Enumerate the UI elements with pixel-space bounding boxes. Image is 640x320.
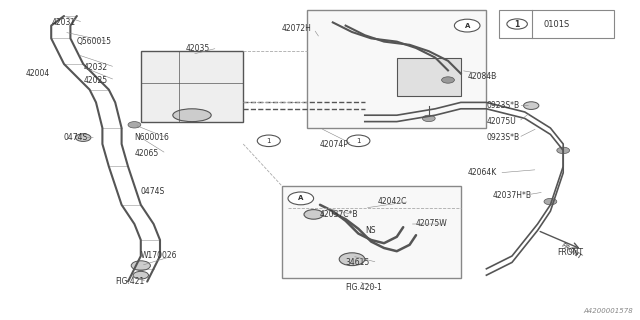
Circle shape [442, 77, 454, 83]
Text: W170026: W170026 [141, 252, 177, 260]
Circle shape [507, 19, 527, 29]
Text: 42032: 42032 [83, 63, 108, 72]
Bar [141, 51, 243, 122]
Text: 42025: 42025 [83, 76, 108, 84]
Text: 42074P: 42074P [320, 140, 349, 148]
Text: 42065: 42065 [134, 149, 159, 158]
Ellipse shape [173, 109, 211, 122]
Circle shape [76, 134, 91, 141]
Text: 42075W: 42075W [416, 220, 448, 228]
Text: FIG.421: FIG.421 [115, 277, 145, 286]
Circle shape [128, 122, 141, 128]
Text: A: A [298, 196, 303, 201]
Bar [282, 186, 461, 278]
Text: Q560015: Q560015 [77, 37, 112, 46]
Text: 0101S: 0101S [544, 20, 570, 28]
Bar [307, 10, 486, 128]
Text: 42004: 42004 [26, 69, 50, 78]
Text: A: A [465, 23, 470, 28]
Circle shape [422, 115, 435, 122]
Circle shape [288, 192, 314, 205]
Text: FIG.420-1: FIG.420-1 [346, 284, 383, 292]
Text: 0923S*B: 0923S*B [486, 101, 520, 110]
Circle shape [524, 102, 539, 109]
Text: 42037C*B: 42037C*B [320, 210, 358, 219]
Circle shape [133, 271, 148, 279]
Text: 42072H: 42072H [282, 24, 312, 33]
Text: NS: NS [365, 226, 375, 235]
Circle shape [454, 19, 480, 32]
Text: 42064K: 42064K [467, 168, 497, 177]
Text: 0923S*B: 0923S*B [486, 133, 520, 142]
Bar [499, 10, 614, 38]
Circle shape [304, 210, 323, 219]
Text: 0474S: 0474S [141, 188, 165, 196]
Bar [397, 58, 461, 96]
Text: 1: 1 [266, 138, 271, 144]
Circle shape [339, 253, 365, 266]
Text: 34615: 34615 [346, 258, 370, 267]
Circle shape [257, 135, 280, 147]
Text: FRONT: FRONT [560, 242, 583, 260]
Text: 42042C: 42042C [378, 197, 407, 206]
Text: 42035: 42035 [186, 44, 210, 52]
Circle shape [347, 135, 370, 147]
Text: 1: 1 [515, 20, 520, 28]
Text: 0474S: 0474S [64, 133, 88, 142]
Text: 42075U: 42075U [486, 117, 516, 126]
Text: N600016: N600016 [134, 133, 169, 142]
Text: 42031: 42031 [51, 18, 76, 27]
Circle shape [131, 261, 150, 270]
Circle shape [557, 147, 570, 154]
Text: FRONT: FRONT [557, 248, 583, 257]
Text: 1: 1 [356, 138, 361, 144]
Circle shape [544, 198, 557, 205]
Text: 42037H*B: 42037H*B [493, 191, 532, 200]
Text: 42084B: 42084B [467, 72, 497, 81]
Text: A4200001578: A4200001578 [584, 308, 634, 314]
